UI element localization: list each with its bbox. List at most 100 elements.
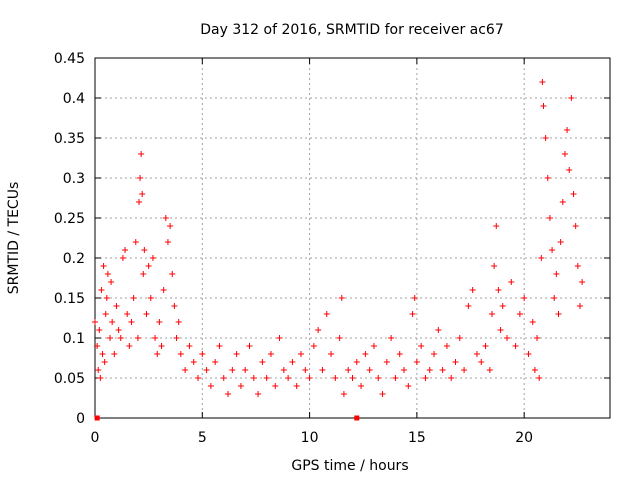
x-axis-label: GPS time / hours (291, 458, 408, 474)
data-point (306, 375, 313, 381)
x-tick-label: 5 (198, 430, 207, 446)
zero-marker (354, 415, 360, 421)
data-point (104, 271, 111, 277)
data-point (574, 263, 581, 269)
data-point (546, 215, 553, 221)
y-tick-label: 0.45 (54, 51, 85, 67)
data-point (319, 367, 326, 373)
data-point (572, 223, 579, 229)
data-point (566, 167, 573, 173)
data-point (108, 279, 115, 285)
data-point (383, 359, 390, 365)
data-point (128, 319, 135, 325)
data-point (130, 295, 137, 301)
data-point (576, 303, 583, 309)
data-point (426, 367, 433, 373)
data-point (482, 343, 489, 349)
data-point (409, 311, 416, 317)
data-point (370, 343, 377, 349)
data-point (285, 375, 292, 381)
data-point (98, 287, 105, 293)
data-point (465, 303, 472, 309)
data-point (233, 351, 240, 357)
data-point (439, 367, 446, 373)
data-point (302, 367, 309, 373)
data-point (493, 223, 500, 229)
data-point (167, 223, 174, 229)
data-point (539, 79, 546, 85)
data-point (540, 103, 547, 109)
data-point (396, 351, 403, 357)
data-point (549, 247, 556, 253)
data-point (237, 383, 244, 389)
data-point (564, 127, 571, 133)
data-point (531, 367, 538, 373)
data-point (96, 327, 103, 333)
y-tick-label: 0 (76, 411, 85, 427)
data-point (95, 367, 102, 373)
data-point (94, 343, 101, 349)
data-point (143, 311, 150, 317)
data-point (568, 95, 575, 101)
data-point (276, 335, 283, 341)
data-point (259, 359, 266, 365)
data-point (544, 175, 551, 181)
data-point (225, 391, 232, 397)
data-point (140, 271, 147, 277)
data-point (332, 375, 339, 381)
data-point (164, 239, 171, 245)
data-point (160, 287, 167, 293)
data-point (220, 375, 227, 381)
data-point (154, 351, 161, 357)
data-point (497, 327, 504, 333)
data-point (152, 335, 159, 341)
y-tick-label: 0.1 (63, 331, 85, 347)
data-point (203, 367, 210, 373)
data-point (124, 311, 131, 317)
data-point (111, 351, 118, 357)
data-point (555, 311, 562, 317)
data-point (579, 279, 586, 285)
data-point (512, 343, 519, 349)
data-point (171, 303, 178, 309)
data-point (263, 375, 270, 381)
data-point (534, 335, 541, 341)
data-point (158, 343, 165, 349)
data-point (117, 335, 124, 341)
data-point (366, 367, 373, 373)
data-point (195, 375, 201, 381)
data-point (525, 351, 532, 357)
data-point (499, 303, 506, 309)
data-point (551, 295, 558, 301)
data-point (229, 367, 236, 373)
data-point (132, 239, 139, 245)
y-tick-label: 0.4 (63, 91, 85, 107)
data-point (456, 335, 463, 341)
data-point (216, 343, 223, 349)
data-point (536, 375, 543, 381)
data-point (362, 351, 369, 357)
data-point (280, 367, 287, 373)
data-point (126, 343, 133, 349)
data-point (145, 263, 152, 269)
data-point (289, 359, 296, 365)
data-point (134, 335, 141, 341)
data-point (353, 359, 360, 365)
data-point (559, 199, 566, 205)
data-point (358, 383, 365, 389)
data-point (542, 135, 549, 141)
x-tick-label: 20 (515, 430, 533, 446)
x-tick-label: 10 (301, 430, 319, 446)
data-point (207, 383, 214, 389)
data-point (469, 287, 476, 293)
data-point (99, 351, 106, 357)
y-tick-label: 0.3 (63, 171, 85, 187)
data-point (508, 279, 515, 285)
data-point (338, 295, 345, 301)
data-point (323, 311, 330, 317)
y-tick-label: 0.35 (54, 131, 85, 147)
data-point (392, 375, 399, 381)
data-point (199, 351, 206, 357)
data-point (336, 335, 343, 341)
data-point (162, 215, 169, 221)
